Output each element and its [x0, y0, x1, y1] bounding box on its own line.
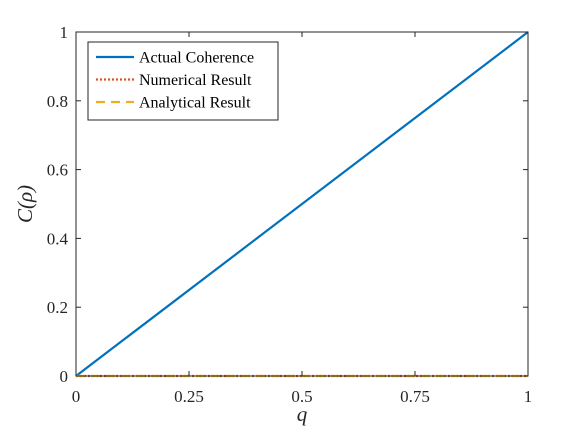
y-tick-label: 0	[60, 367, 69, 386]
axes-layer: 0 0.25 0.5 0.75 1 0 0.2 0.4 0.6 0.8 1 q C(ρ)	[13, 23, 532, 426]
legend-box	[87, 41, 279, 121]
x-axis-label: q	[297, 402, 308, 426]
legend-label-0: Actual Coherence	[139, 50, 254, 67]
legend-label-2: Analytical Result	[139, 95, 251, 112]
x-tick-label: 0.5	[291, 387, 312, 406]
x-tick-label: 0	[72, 387, 81, 406]
y-tick-label: 0.2	[47, 298, 68, 317]
legend-label-1: Numerical Result	[139, 72, 252, 89]
y-tick-label: 0.8	[47, 92, 68, 111]
legend: Actual Coherence Numerical Result Analytic…	[87, 41, 279, 121]
series-line-0	[75, 31, 529, 377]
x-tick-label: 0.25	[174, 387, 204, 406]
y-tick-label: 1	[60, 23, 69, 42]
y-axis-label: C(ρ)	[13, 185, 37, 223]
y-tick-label: 0.6	[47, 161, 68, 180]
x-tick-label: 0.75	[400, 387, 430, 406]
x-tick-label: 1	[524, 387, 533, 406]
y-tick-label: 0.4	[47, 229, 69, 248]
